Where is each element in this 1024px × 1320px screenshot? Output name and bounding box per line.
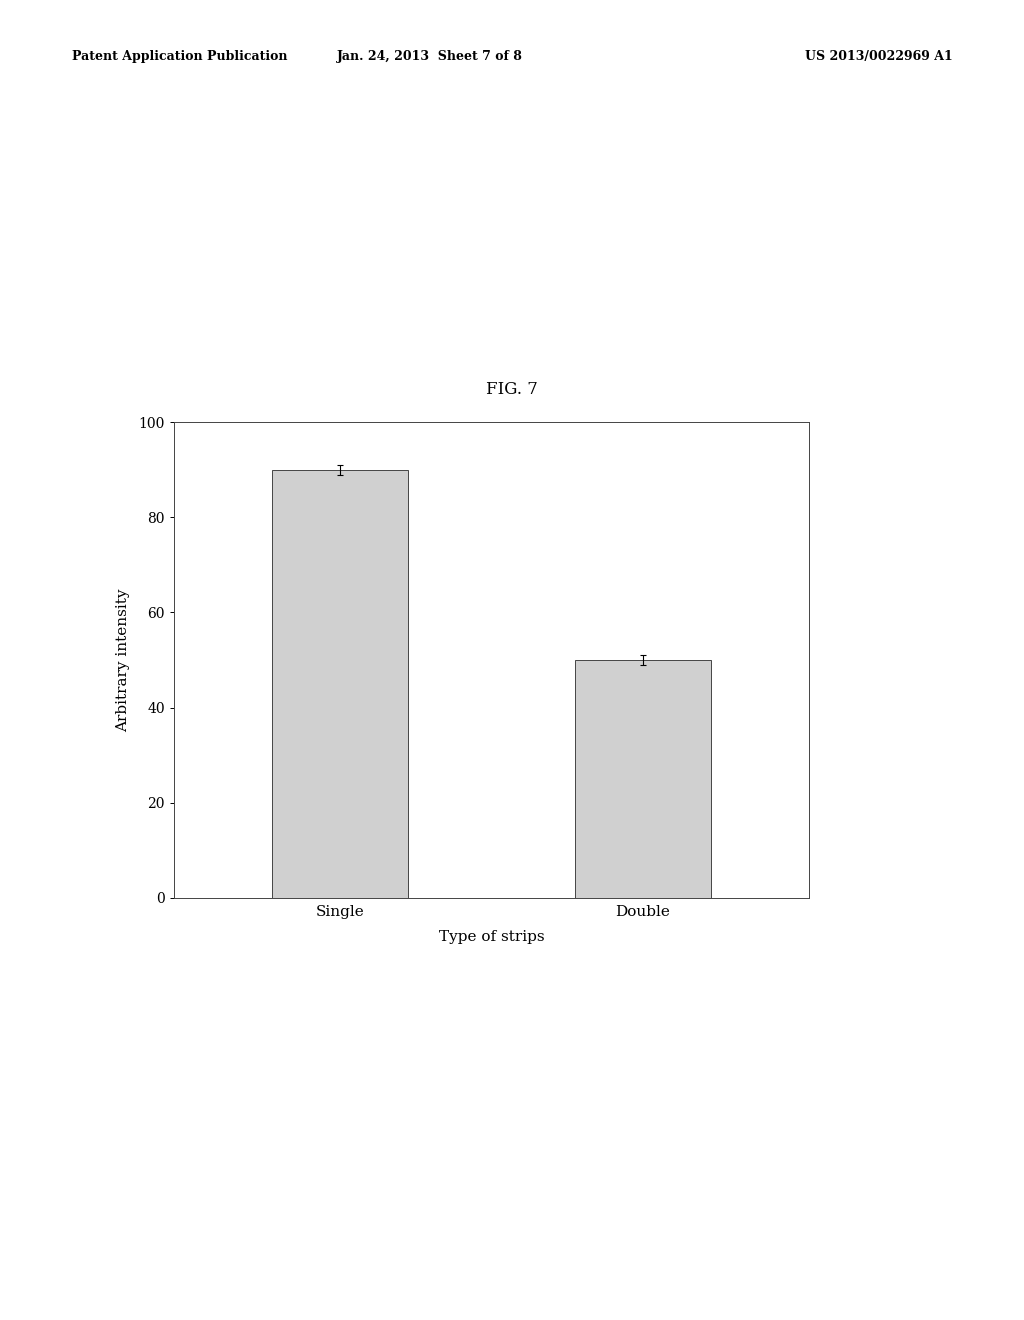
X-axis label: Type of strips: Type of strips: [438, 929, 545, 944]
Text: Patent Application Publication: Patent Application Publication: [72, 50, 287, 63]
Text: Jan. 24, 2013  Sheet 7 of 8: Jan. 24, 2013 Sheet 7 of 8: [337, 50, 523, 63]
Bar: [574, 660, 711, 898]
Text: FIG. 7: FIG. 7: [486, 381, 538, 397]
Text: US 2013/0022969 A1: US 2013/0022969 A1: [805, 50, 952, 63]
Y-axis label: Arbitrary intensity: Arbitrary intensity: [117, 589, 130, 731]
Bar: [272, 470, 409, 898]
